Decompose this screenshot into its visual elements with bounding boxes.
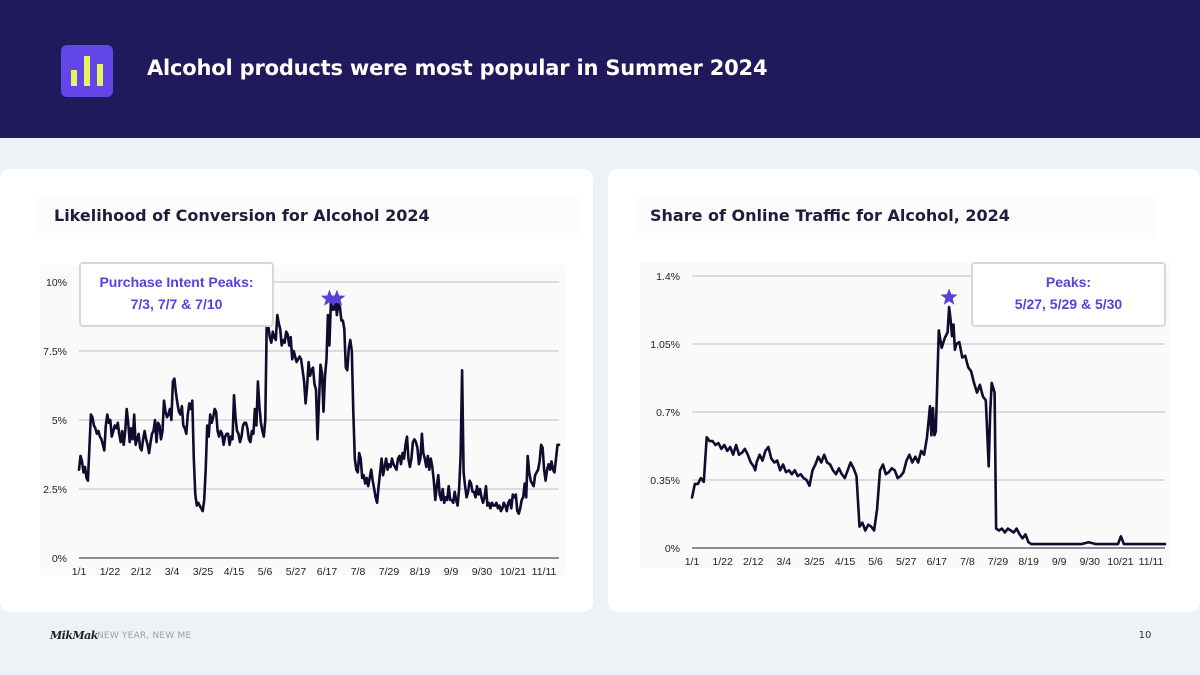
page-title: Alcohol products were most popular in Su… bbox=[147, 56, 768, 80]
x-tick-label: 3/25 bbox=[193, 566, 214, 578]
x-tick-label: 5/6 bbox=[868, 556, 883, 568]
annotation-dates: 5/27, 5/29 & 5/30 bbox=[1015, 296, 1123, 312]
peak-star-icon bbox=[940, 288, 958, 305]
brand-logo: MikMak bbox=[50, 629, 98, 642]
annotation-title: Purchase Intent Peaks: bbox=[99, 274, 253, 290]
x-tick-label: 4/15 bbox=[835, 556, 856, 568]
x-tick-label: 7/29 bbox=[988, 556, 1009, 568]
chart-title: Share of Online Traffic for Alcohol, 202… bbox=[638, 195, 1158, 239]
x-tick-label: 1/22 bbox=[712, 556, 733, 568]
y-tick-label: 0% bbox=[665, 543, 680, 555]
y-tick-label: 0.35% bbox=[650, 475, 680, 487]
x-tick-label: 9/30 bbox=[472, 566, 493, 578]
x-tick-label: 3/4 bbox=[776, 556, 791, 568]
page-number: 10 bbox=[1138, 630, 1152, 641]
peak-star-icon bbox=[320, 289, 338, 306]
x-tick-label: 2/12 bbox=[743, 556, 764, 568]
x-tick-label: 9/9 bbox=[1052, 556, 1067, 568]
x-tick-label: 5/27 bbox=[896, 556, 917, 568]
x-tick-label: 3/4 bbox=[165, 566, 180, 578]
y-tick-label: 1.05% bbox=[650, 339, 680, 351]
y-tick-label: 1.4% bbox=[656, 271, 680, 283]
x-tick-label: 10/21 bbox=[500, 566, 526, 578]
y-tick-label: 10% bbox=[46, 277, 67, 289]
x-tick-label: 8/19 bbox=[1018, 556, 1039, 568]
header-banner: Alcohol products were most popular in Su… bbox=[0, 0, 1200, 138]
annotation-box bbox=[971, 262, 1166, 327]
x-tick-label: 7/8 bbox=[351, 566, 366, 578]
x-tick-label: 1/1 bbox=[72, 566, 87, 578]
x-tick-label: 11/11 bbox=[532, 566, 557, 578]
peak-star-icon bbox=[328, 289, 346, 306]
y-tick-label: 2.5% bbox=[43, 484, 67, 496]
annotation-title: Peaks: bbox=[1046, 274, 1091, 290]
x-tick-label: 5/6 bbox=[258, 566, 273, 578]
annotation-box bbox=[79, 262, 274, 327]
x-tick-label: 10/21 bbox=[1107, 556, 1133, 568]
x-tick-label: 9/9 bbox=[444, 566, 459, 578]
x-tick-label: 3/25 bbox=[804, 556, 825, 568]
chart-1: 0% 2.5% 5% 7.5% 10% 1/1 1/22 2/12 3/4 3/25 4/15 5/6… bbox=[40, 262, 565, 578]
x-tick-label: 4/15 bbox=[224, 566, 245, 578]
x-tick-label: 8/19 bbox=[410, 566, 431, 578]
series-line bbox=[77, 297, 561, 516]
y-tick-label: 7.5% bbox=[43, 346, 67, 358]
chart-title: Likelihood of Conversion for Alcohol 202… bbox=[38, 195, 578, 239]
x-tick-label: 9/30 bbox=[1080, 556, 1101, 568]
x-tick-label: 7/8 bbox=[960, 556, 975, 568]
x-tick-label: 2/12 bbox=[131, 566, 152, 578]
x-tick-label: 1/22 bbox=[100, 566, 121, 578]
x-tick-label: 1/1 bbox=[685, 556, 700, 568]
x-tick-label: 6/17 bbox=[927, 556, 948, 568]
bar-chart-icon bbox=[61, 45, 113, 97]
y-tick-label: 0.7% bbox=[656, 407, 680, 419]
annotation-dates: 7/3, 7/7 & 7/10 bbox=[131, 296, 223, 312]
series-line bbox=[690, 305, 1167, 546]
y-tick-label: 0% bbox=[52, 553, 67, 565]
footer-tagline: NEW YEAR, NEW ME bbox=[97, 631, 192, 641]
x-tick-label: 11/11 bbox=[1139, 556, 1164, 568]
x-tick-label: 7/29 bbox=[379, 566, 400, 578]
chart-2: 0% 0.35% 0.7% 1.05% 1.4% 1/1 1/22 2/12 3/4 3/25 4/… bbox=[640, 262, 1170, 568]
y-tick-label: 5% bbox=[52, 415, 67, 427]
x-tick-label: 5/27 bbox=[286, 566, 307, 578]
x-tick-label: 6/17 bbox=[317, 566, 338, 578]
